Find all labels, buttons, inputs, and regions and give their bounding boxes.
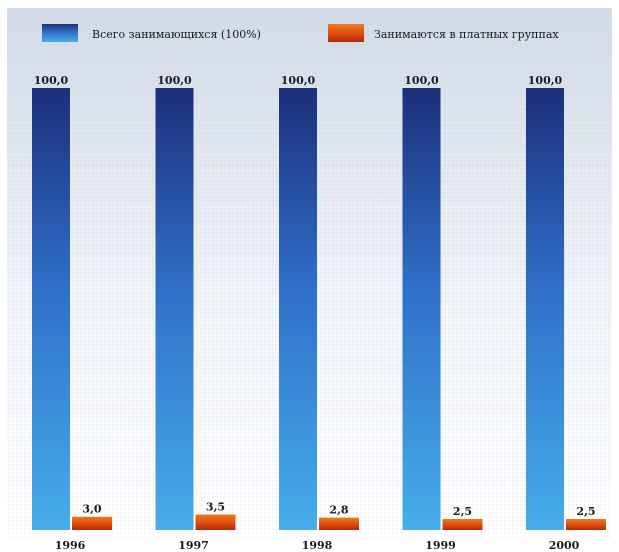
legend: Всего занимающихся (100%) Занимаются в п… [42,24,559,42]
bars-layer [32,88,606,530]
bar-paid-1996 [72,516,112,530]
x-tick-label-1996: 1996 [55,539,86,552]
x-tick-label-1998: 1998 [302,539,333,552]
value-label-paid-2000: 2,5 [576,505,595,518]
value-label-paid-1997: 3,5 [206,501,225,514]
x-tick-label-2000: 2000 [549,539,580,552]
x-tick-label-1997: 1997 [178,539,209,552]
value-label-total-1996: 100,0 [34,74,69,87]
legend-swatch-total [42,24,78,42]
bar-total-1996 [32,88,70,530]
bar-paid-1998 [319,517,359,530]
bar-paid-1997 [195,514,236,530]
legend-label-paid: Занимаются в платных группах [374,28,559,41]
value-label-total-1999: 100,0 [404,74,439,87]
value-label-paid-1996: 3,0 [82,503,101,516]
bar-total-2000 [526,88,564,530]
bar-total-1999 [402,88,441,530]
value-label-paid-1998: 2,8 [329,504,348,517]
bar-total-1998 [279,88,317,530]
legend-swatch-paid [328,24,364,42]
x-tick-label-1999: 1999 [425,539,456,552]
x-axis-labels: 1996 1997 1998 1999 2000 [55,539,580,552]
value-label-total-2000: 100,0 [528,74,563,87]
value-label-total-1997: 100,0 [157,74,192,87]
bar-paid-2000 [566,518,606,530]
legend-label-total: Всего занимающихся (100%) [92,28,261,41]
value-labels-layer: 100,0 3,0 100,0 3,5 100,0 2,8 100,0 2,5 100,0 2,5 [34,74,596,518]
bar-paid-1999 [442,518,483,530]
value-label-total-1998: 100,0 [281,74,316,87]
bar-total-1997 [155,88,194,530]
value-label-paid-1999: 2,5 [453,505,472,518]
